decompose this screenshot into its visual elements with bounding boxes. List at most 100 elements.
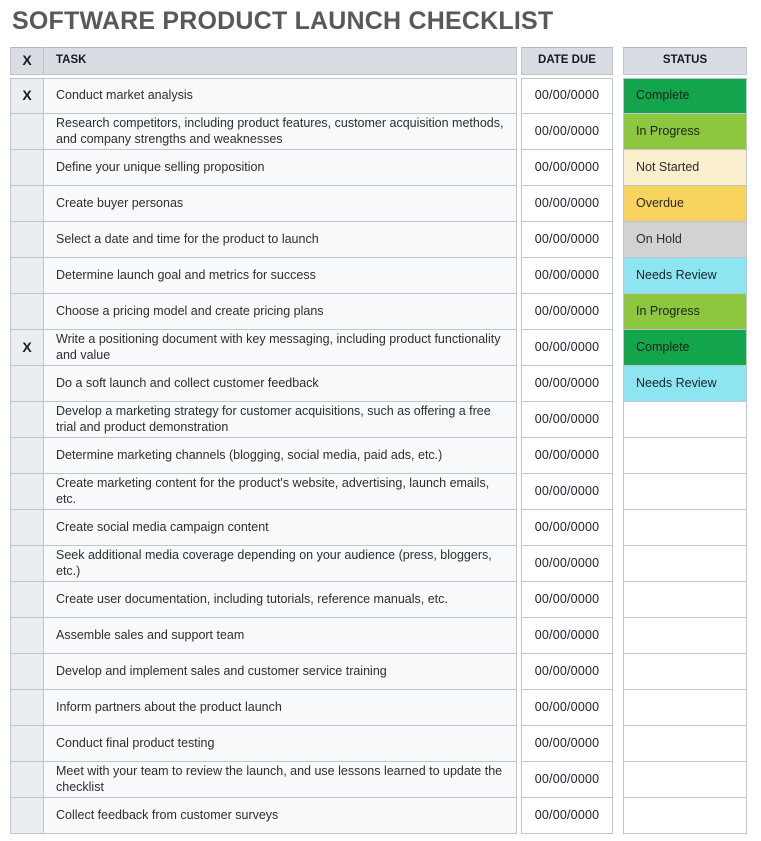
task-cell[interactable]: Do a soft launch and collect customer fe…	[44, 365, 517, 402]
status-cell[interactable]: In Progress	[623, 293, 747, 330]
status-cell[interactable]: Not Started	[623, 149, 747, 186]
column-gutter	[613, 437, 623, 474]
date-due-cell[interactable]: 00/00/0000	[521, 761, 613, 798]
task-cell[interactable]: Develop and implement sales and customer…	[44, 653, 517, 690]
status-cell[interactable]: Overdue	[623, 185, 747, 222]
status-cell[interactable]: Needs Review	[623, 257, 747, 294]
task-cell[interactable]: Collect feedback from customer surveys	[44, 797, 517, 834]
status-cell[interactable]: On Hold	[623, 221, 747, 258]
task-cell[interactable]: Choose a pricing model and create pricin…	[44, 293, 517, 330]
date-due-text: 00/00/0000	[534, 231, 600, 246]
status-cell[interactable]	[623, 401, 747, 438]
status-cell[interactable]: In Progress	[623, 113, 747, 150]
task-cell[interactable]: Select a date and time for the product t…	[44, 221, 517, 258]
row-check-cell[interactable]	[10, 293, 44, 330]
row-check-cell[interactable]	[10, 509, 44, 546]
row-check-cell[interactable]	[10, 653, 44, 690]
row-check-cell[interactable]	[10, 221, 44, 258]
date-due-cell[interactable]: 00/00/0000	[521, 617, 613, 654]
column-gutter	[517, 689, 521, 726]
status-cell[interactable]	[623, 509, 747, 546]
date-due-cell[interactable]: 00/00/0000	[521, 653, 613, 690]
date-due-cell[interactable]: 00/00/0000	[521, 473, 613, 510]
column-gutter	[517, 293, 521, 330]
status-cell[interactable]	[623, 725, 747, 762]
task-cell[interactable]: Seek additional media coverage depending…	[44, 545, 517, 582]
date-due-cell[interactable]: 00/00/0000	[521, 77, 613, 114]
date-due-cell[interactable]: 00/00/0000	[521, 797, 613, 834]
status-cell[interactable]	[623, 581, 747, 618]
date-due-cell[interactable]: 00/00/0000	[521, 329, 613, 366]
task-cell[interactable]: Create user documentation, including tut…	[44, 581, 517, 618]
status-cell[interactable]: Complete	[623, 77, 747, 114]
task-cell[interactable]: Determine launch goal and metrics for su…	[44, 257, 517, 294]
table-row: Develop and implement sales and customer…	[10, 653, 747, 690]
status-cell[interactable]: Needs Review	[623, 365, 747, 402]
task-cell[interactable]: Create buyer personas	[44, 185, 517, 222]
date-due-cell[interactable]: 00/00/0000	[521, 149, 613, 186]
row-check-cell[interactable]	[10, 725, 44, 762]
date-due-cell[interactable]: 00/00/0000	[521, 509, 613, 546]
column-gutter	[613, 329, 623, 366]
task-cell[interactable]: Meet with your team to review the launch…	[44, 761, 517, 798]
status-cell[interactable]: Complete	[623, 329, 747, 366]
row-check-cell[interactable]	[10, 437, 44, 474]
row-check-cell[interactable]	[10, 581, 44, 618]
date-due-cell[interactable]: 00/00/0000	[521, 725, 613, 762]
status-cell[interactable]	[623, 545, 747, 582]
task-cell[interactable]: Inform partners about the product launch	[44, 689, 517, 726]
row-check-cell[interactable]	[10, 761, 44, 798]
row-check-cell[interactable]	[10, 113, 44, 150]
date-due-cell[interactable]: 00/00/0000	[521, 293, 613, 330]
task-cell[interactable]: Determine marketing channels (blogging, …	[44, 437, 517, 474]
task-cell[interactable]: Define your unique selling proposition	[44, 149, 517, 186]
row-check-cell[interactable]: X	[10, 77, 44, 114]
date-due-cell[interactable]: 00/00/0000	[521, 401, 613, 438]
task-cell[interactable]: Assemble sales and support team	[44, 617, 517, 654]
table-row: Choose a pricing model and create pricin…	[10, 293, 747, 330]
status-cell[interactable]	[623, 689, 747, 726]
row-check-cell[interactable]	[10, 149, 44, 186]
status-cell[interactable]	[623, 437, 747, 474]
row-check-cell[interactable]	[10, 689, 44, 726]
row-check-cell[interactable]	[10, 401, 44, 438]
table-row: Create marketing content for the product…	[10, 473, 747, 510]
task-cell[interactable]: Research competitors, including product …	[44, 113, 517, 150]
column-gutter	[613, 293, 623, 330]
task-cell[interactable]: Conduct final product testing	[44, 725, 517, 762]
status-cell[interactable]	[623, 797, 747, 834]
status-cell[interactable]	[623, 473, 747, 510]
row-check-cell[interactable]	[10, 365, 44, 402]
row-check-cell[interactable]	[10, 257, 44, 294]
date-due-cell[interactable]: 00/00/0000	[521, 221, 613, 258]
status-cell[interactable]	[623, 653, 747, 690]
status-text: In Progress	[636, 303, 700, 318]
status-cell[interactable]	[623, 761, 747, 798]
task-cell[interactable]: Develop a marketing strategy for custome…	[44, 401, 517, 438]
column-gutter	[613, 725, 623, 762]
date-due-cell[interactable]: 00/00/0000	[521, 257, 613, 294]
row-check-cell[interactable]	[10, 545, 44, 582]
column-gutter	[613, 185, 623, 222]
date-due-cell[interactable]: 00/00/0000	[521, 185, 613, 222]
column-gutter	[613, 761, 623, 798]
date-due-cell[interactable]: 00/00/0000	[521, 545, 613, 582]
date-due-text: 00/00/0000	[534, 411, 600, 426]
column-gutter	[517, 185, 521, 222]
row-check-cell[interactable]	[10, 797, 44, 834]
date-due-cell[interactable]: 00/00/0000	[521, 581, 613, 618]
row-check-cell[interactable]	[10, 185, 44, 222]
task-cell[interactable]: Create social media campaign content	[44, 509, 517, 546]
row-check-cell[interactable]: X	[10, 329, 44, 366]
date-due-cell[interactable]: 00/00/0000	[521, 689, 613, 726]
row-check-cell[interactable]	[10, 617, 44, 654]
date-due-cell[interactable]: 00/00/0000	[521, 113, 613, 150]
date-due-cell[interactable]: 00/00/0000	[521, 437, 613, 474]
row-check-cell[interactable]	[10, 473, 44, 510]
status-cell[interactable]	[623, 617, 747, 654]
task-cell[interactable]: Conduct market analysis	[44, 77, 517, 114]
task-cell[interactable]: Write a positioning document with key me…	[44, 329, 517, 366]
date-due-cell[interactable]: 00/00/0000	[521, 365, 613, 402]
table-row: Create buyer personas 00/00/0000 Overdue	[10, 185, 747, 222]
task-cell[interactable]: Create marketing content for the product…	[44, 473, 517, 510]
